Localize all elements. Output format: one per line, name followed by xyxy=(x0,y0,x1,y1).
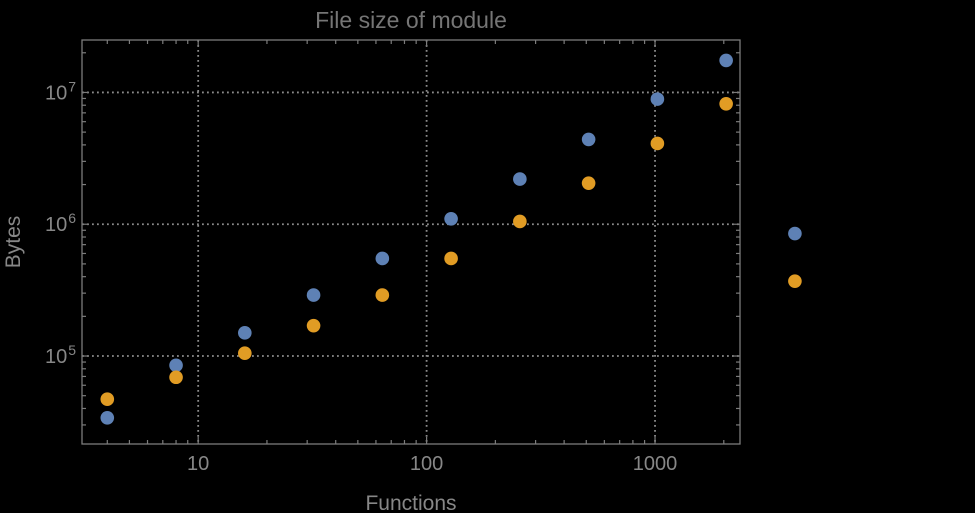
plot-frame xyxy=(81,39,741,445)
data-point-orange-series xyxy=(100,392,115,407)
data-point-blue-series xyxy=(581,132,596,147)
x-tick-label: 100 xyxy=(410,453,443,475)
data-point-blue-series xyxy=(169,358,183,373)
data-point-blue-series xyxy=(375,251,390,266)
data-point-blue-series xyxy=(650,92,665,106)
data-point-orange-series xyxy=(513,214,527,229)
data-point-orange-series xyxy=(169,370,183,385)
chart-title: File size of module xyxy=(315,7,507,33)
y-tick-exponent: 7 xyxy=(68,78,76,94)
y-tick-label: 105 xyxy=(45,342,76,368)
data-point-orange-series xyxy=(444,251,458,266)
data-point-blue-series xyxy=(513,172,527,186)
data-point-blue-series xyxy=(100,410,115,425)
x-axis-label: Functions xyxy=(365,492,456,513)
x-tick-label: 10 xyxy=(187,453,209,475)
data-point-orange-series xyxy=(238,346,252,361)
data-point-orange-series xyxy=(375,288,390,302)
data-point-blue-series xyxy=(719,53,733,68)
data-point-orange-series xyxy=(788,274,802,288)
data-point-blue-series xyxy=(238,326,252,340)
data-point-orange-series xyxy=(719,97,733,111)
y-tick-exponent: 6 xyxy=(68,210,76,226)
x-tick-label: 1000 xyxy=(633,453,678,475)
data-point-orange-series xyxy=(581,176,596,190)
data-point-blue-series xyxy=(306,288,321,302)
y-tick-label: 106 xyxy=(45,210,76,236)
y-tick-exponent: 5 xyxy=(68,342,76,358)
data-point-orange-series xyxy=(306,318,321,333)
y-axis-label: Bytes xyxy=(2,216,25,269)
y-tick-label: 107 xyxy=(45,78,76,104)
data-point-blue-series xyxy=(444,211,458,226)
data-point-blue-series xyxy=(788,226,802,241)
data-point-orange-series xyxy=(650,136,665,151)
